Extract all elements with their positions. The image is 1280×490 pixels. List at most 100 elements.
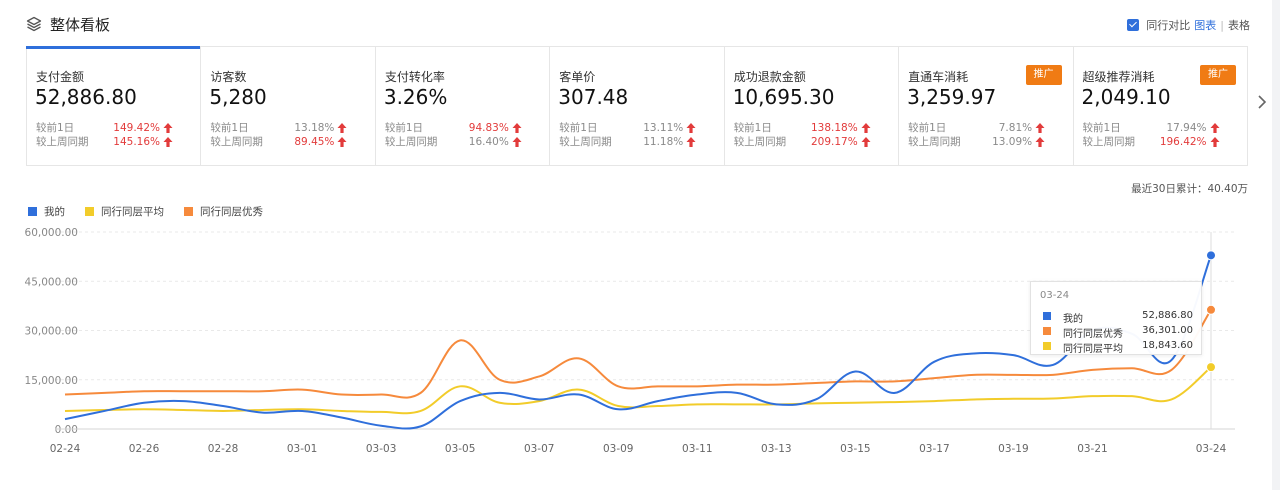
x-tick-label: 03-07 [524,443,555,455]
metric-compare-row: 较前1日 17.94% [1083,121,1239,135]
y-tick-label: 0.00 [55,424,78,436]
tooltip-series-value: 36,301.00 [1142,325,1193,336]
metric-compare-row: 较前1日 13.18% [210,121,366,135]
compare-value: 16.40% [468,136,509,148]
x-tick-label: 03-13 [761,443,792,455]
compare-value: 17.94% [1166,122,1207,134]
compare-value: 145.16% [113,136,160,148]
compare-label: 较前1日 [36,122,75,134]
metric-card[interactable]: 支付转化率 3.26% 较前1日 94.83% 较上周同期 16.40% [376,47,551,165]
metric-compare: 较前1日 13.11% 较上周同期 11.18% [559,121,715,149]
arrow-up-icon [861,123,871,133]
metric-compare-row: 较上周同期 13.09% [908,135,1064,149]
layers-icon [26,16,42,32]
x-tick-label: 02-28 [208,443,239,455]
view-chart-link[interactable]: 图表 [1194,19,1217,32]
metric-card[interactable]: 超级推荐消耗 2,049.10 较前1日 17.94% 较上周同期 196.42… [1074,47,1247,165]
y-tick-label: 45,000.00 [25,276,78,288]
metric-card[interactable]: 支付金额 52,886.80 较前1日 149.42% 较上周同期 145.16… [25,46,202,165]
tooltip-swatch [1043,342,1051,350]
x-tick-label: 03-05 [445,443,476,455]
legend-label: 我的 [44,206,65,218]
series-point [1206,304,1216,315]
metric-label: 访客数 [210,70,247,84]
series-point [1206,250,1216,261]
compare-label: 较上周同期 [384,136,438,148]
arrow-up-icon [686,137,696,147]
compare-value: 89.45% [294,136,335,148]
y-tick-label: 30,000.00 [25,326,78,338]
legend-item[interactable]: 同行同层优秀 [184,204,263,219]
legend-swatch [184,207,193,216]
compare-label: 较前1日 [1082,122,1121,134]
metric-compare-row: 较上周同期 209.17% [734,135,890,149]
metric-value: 10,695.30 [732,85,835,109]
metric-compare: 较前1日 17.94% 较上周同期 196.42% [1083,121,1239,149]
arrow-up-icon [163,137,173,147]
tooltip-swatch [1043,312,1051,320]
arrow-up-icon [1210,123,1220,133]
y-tick-label: 15,000.00 [25,375,78,387]
arrow-up-icon [1210,137,1220,147]
chevron-right-icon[interactable] [1256,94,1268,110]
metric-compare: 较前1日 7.81% 较上周同期 13.09% [908,121,1064,149]
legend-item[interactable]: 我的 [28,204,65,219]
metric-value: 2,049.10 [1081,85,1171,109]
compare-label: 较上周同期 [1082,136,1136,148]
metric-compare-row: 较上周同期 89.45% [210,135,366,149]
legend-swatch [28,207,37,216]
metric-card[interactable]: 直通车消耗 3,259.97 较前1日 7.81% 较上周同期 13.09% 推… [899,47,1074,165]
x-tick-label: 03-24 [1196,443,1227,455]
x-tick-label: 02-26 [129,443,160,455]
page-title: 整体看板 [50,16,111,34]
promotion-badge[interactable]: 推广 [1025,65,1062,85]
metric-card[interactable]: 访客数 5,280 较前1日 13.18% 较上周同期 89.45% [201,47,376,165]
x-tick-label: 02-24 [50,443,81,455]
series-point [1206,362,1216,373]
x-tick-label: 03-09 [603,443,634,455]
peer-compare-label[interactable]: 同行对比 [1146,19,1191,32]
tooltip-date: 03-24 [1040,290,1070,301]
compare-value: 13.09% [992,136,1033,148]
compare-label: 较前1日 [559,122,598,134]
tooltip-series-name: 同行同层平均 [1063,344,1123,355]
metric-compare-row: 较前1日 94.83% [385,121,541,135]
legend-label: 同行同层平均 [101,206,164,218]
arrow-up-icon [512,123,522,133]
cumulative-total: 最近30日累计：40.40万 [1131,183,1248,195]
metric-value: 307.48 [558,85,629,109]
view-table-link[interactable]: 表格 [1228,19,1250,32]
compare-label: 较前1日 [210,122,249,134]
legend-item[interactable]: 同行同层平均 [85,204,164,219]
arrow-up-icon [337,123,347,133]
tooltip-series-name: 我的 [1063,314,1083,325]
x-tick-label: 03-11 [682,443,713,455]
compare-label: 较前1日 [908,122,947,134]
compare-label: 较上周同期 [36,136,89,148]
header-controls: 同行对比 图表 | 表格 [1127,17,1250,33]
tooltip-series-name: 同行同层优秀 [1063,329,1123,340]
metric-card[interactable]: 客单价 307.48 较前1日 13.11% 较上周同期 11.18% [550,47,725,165]
chart-legend: 我的 同行同层平均 同行同层优秀 [28,204,263,219]
panel-header: 整体看板 同行对比 图表 | 表格 [0,0,1272,48]
arrow-up-icon [1035,137,1045,147]
metric-card[interactable]: 成功退款金额 10,695.30 较前1日 138.18% 较上周同期 209.… [725,47,900,165]
compare-value: 149.42% [113,122,160,134]
metric-value: 3.26% [383,85,448,109]
compare-value: 196.42% [1159,136,1207,148]
metric-compare: 较前1日 138.18% 较上周同期 209.17% [734,121,890,149]
series-line [64,255,1212,430]
compare-label: 较前1日 [733,122,772,134]
legend-swatch [85,207,94,216]
tooltip-swatch [1043,327,1051,335]
tooltip-row: 同行同层优秀 36,301.00 [1043,325,1193,340]
promotion-badge[interactable]: 推广 [1199,65,1236,85]
metric-compare-row: 较前1日 138.18% [734,121,890,135]
metric-label: 超级推荐消耗 [1082,70,1155,84]
peer-compare-checkbox[interactable] [1127,19,1140,31]
arrow-up-icon [861,137,871,147]
x-tick-label: 03-01 [287,443,318,455]
metric-compare-row: 较前1日 149.42% [36,121,192,135]
metric-value: 3,259.97 [907,85,997,109]
